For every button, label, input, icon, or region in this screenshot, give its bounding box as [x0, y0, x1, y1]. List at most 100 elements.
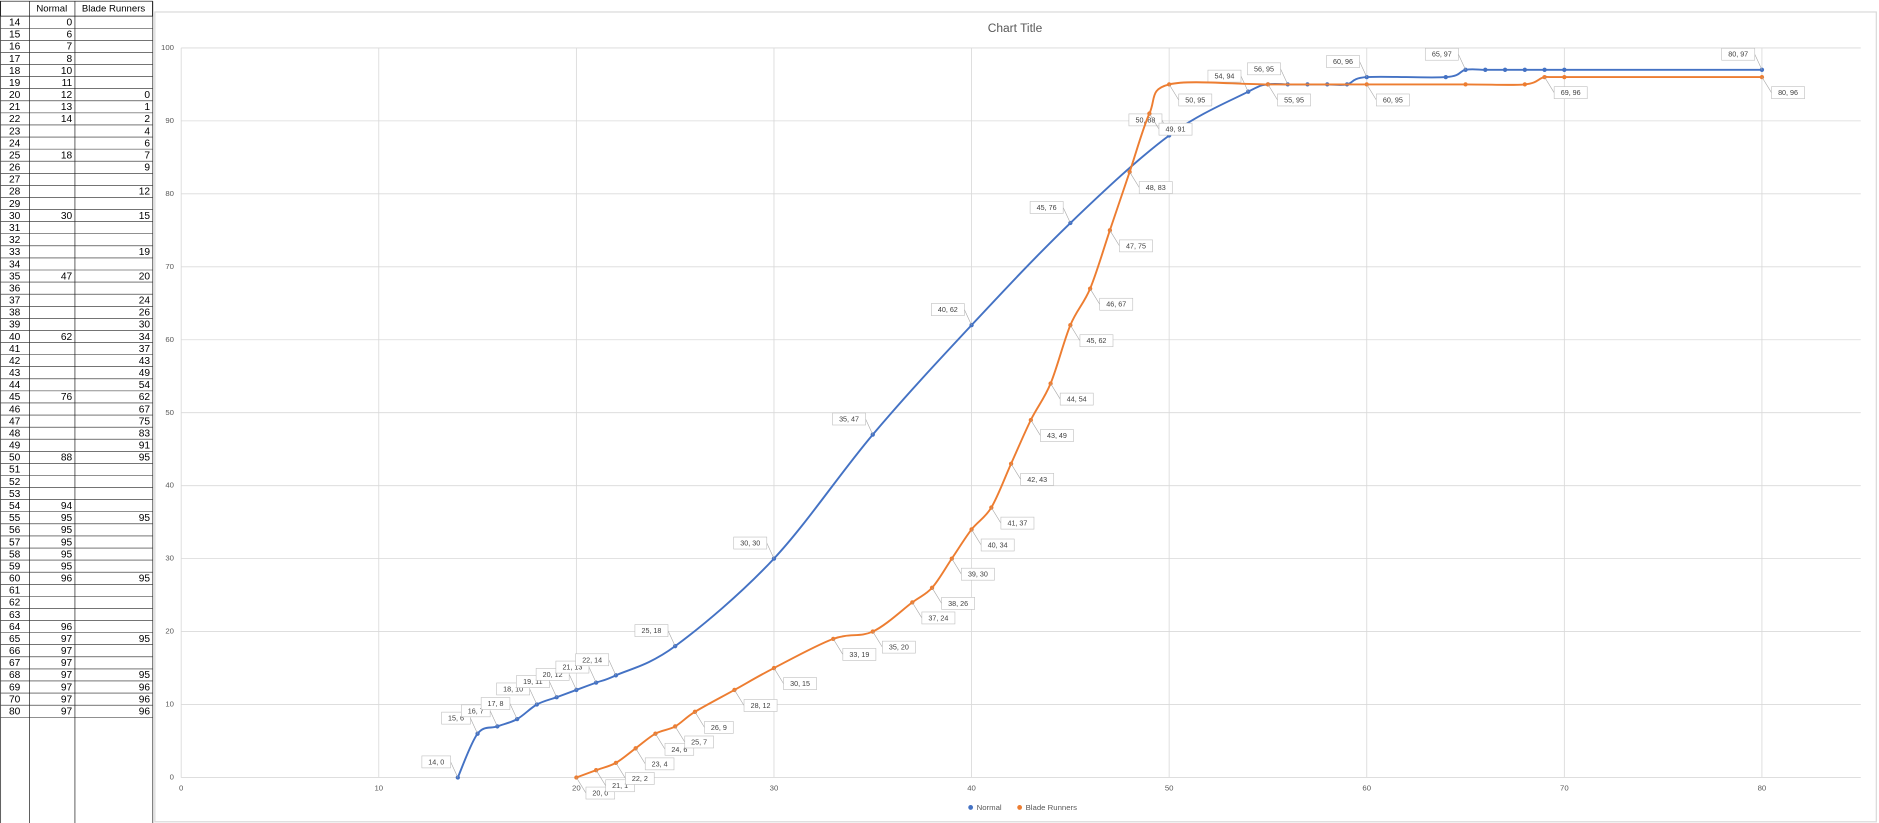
- leader-line: [1129, 171, 1140, 188]
- data-label-box: [664, 742, 695, 756]
- data-label: 44, 54: [1067, 396, 1087, 404]
- cell: 66: [9, 646, 21, 657]
- leader-line: [549, 681, 557, 698]
- data-point: [1522, 67, 1527, 72]
- cell: 19: [139, 247, 151, 258]
- data-label: 23, 4: [652, 760, 668, 768]
- data-label: 42, 43: [1027, 476, 1047, 484]
- data-label: 22, 2: [632, 775, 648, 783]
- cell: 30: [139, 320, 151, 331]
- cell: 95: [61, 537, 73, 548]
- leader-line: [1458, 54, 1466, 70]
- cell: 55: [9, 513, 21, 524]
- data-label-box: [961, 567, 995, 581]
- cell: 9: [144, 163, 150, 174]
- cell: 6: [144, 138, 150, 149]
- x-tick-label: 60: [1362, 783, 1371, 792]
- cell: 95: [139, 670, 151, 681]
- data-label: 80, 97: [1728, 51, 1748, 59]
- data-label-box: [480, 697, 511, 710]
- cell: 47: [61, 271, 73, 282]
- data-label-box: [1029, 201, 1064, 214]
- data-label-box: [980, 538, 1015, 552]
- cell: 60: [9, 574, 21, 585]
- data-label-box: [1277, 93, 1311, 107]
- cell: 75: [139, 416, 151, 427]
- data-label-box: [733, 536, 768, 550]
- leader-line: [1280, 68, 1288, 85]
- legend-marker: [968, 805, 974, 810]
- leader-line: [635, 748, 646, 765]
- x-tick-label: 0: [179, 783, 184, 792]
- data-point: [1562, 67, 1567, 72]
- cell: 14: [61, 114, 73, 125]
- data-label: 15, 6: [448, 715, 464, 723]
- data-point: [1463, 82, 1468, 87]
- data-point: [1364, 82, 1369, 87]
- cell: 49: [9, 441, 21, 452]
- cell: 68: [9, 670, 21, 681]
- data-label-box: [585, 786, 616, 800]
- cell: 95: [139, 453, 151, 464]
- data-label-box: [1138, 181, 1173, 194]
- cell: 36: [9, 283, 21, 294]
- cell: 16: [9, 42, 21, 53]
- cell: 20: [139, 271, 151, 282]
- leader-line: [568, 674, 577, 691]
- cell: 53: [9, 489, 21, 500]
- cell: 4: [144, 126, 150, 137]
- cell: 52: [9, 477, 21, 488]
- cell: 97: [61, 646, 73, 657]
- cell: 15: [139, 211, 151, 222]
- data-label-box: [882, 640, 916, 654]
- leader-line: [470, 718, 478, 734]
- data-label-box: [461, 704, 491, 718]
- data-label-box: [516, 675, 550, 688]
- leader-line: [529, 688, 538, 705]
- leader-line: [576, 777, 587, 794]
- data-label-box: [941, 597, 975, 610]
- cell: 7: [67, 42, 73, 53]
- data-label-box: [931, 303, 965, 316]
- y-tick-label: 0: [170, 773, 175, 782]
- cell: 97: [61, 682, 73, 693]
- cell: 33: [9, 247, 21, 258]
- leader-line: [615, 762, 626, 779]
- cell: 47: [9, 416, 21, 427]
- cell: 62: [139, 392, 151, 403]
- leader-line: [766, 542, 775, 559]
- leader-line: [773, 667, 784, 684]
- x-tick-label: 50: [1165, 783, 1174, 792]
- cell: 13: [61, 102, 73, 113]
- data-label: 30, 15: [790, 680, 810, 688]
- cell: 29: [9, 199, 21, 210]
- data-label-box: [634, 624, 669, 637]
- cell: 2: [144, 114, 150, 125]
- y-tick-label: 70: [165, 262, 174, 271]
- data-point: [1147, 111, 1152, 116]
- x-tick-label: 80: [1758, 783, 1767, 792]
- series-line: [576, 75, 1762, 779]
- cell: 30: [61, 211, 73, 222]
- data-label-box: [704, 721, 734, 734]
- cell: 1: [144, 102, 150, 113]
- data-point: [1542, 74, 1547, 80]
- leader-line: [595, 770, 606, 786]
- leader-line: [1359, 61, 1368, 78]
- cell: 14: [9, 18, 21, 29]
- data-label-box: [842, 648, 877, 661]
- leader-line: [588, 666, 597, 683]
- data-label: 50, 88: [1135, 116, 1155, 124]
- leader-line: [489, 710, 498, 727]
- data-label-box: [1020, 473, 1055, 486]
- cell: 24: [139, 296, 151, 307]
- cell: 22: [9, 114, 21, 125]
- cell: 39: [9, 320, 21, 331]
- leader-line: [1149, 113, 1160, 130]
- data-label: 14, 0: [428, 758, 444, 766]
- leader-line: [1089, 288, 1100, 305]
- data-point: [1265, 82, 1271, 87]
- data-label: 50, 95: [1185, 96, 1205, 104]
- cell: 69: [9, 682, 21, 693]
